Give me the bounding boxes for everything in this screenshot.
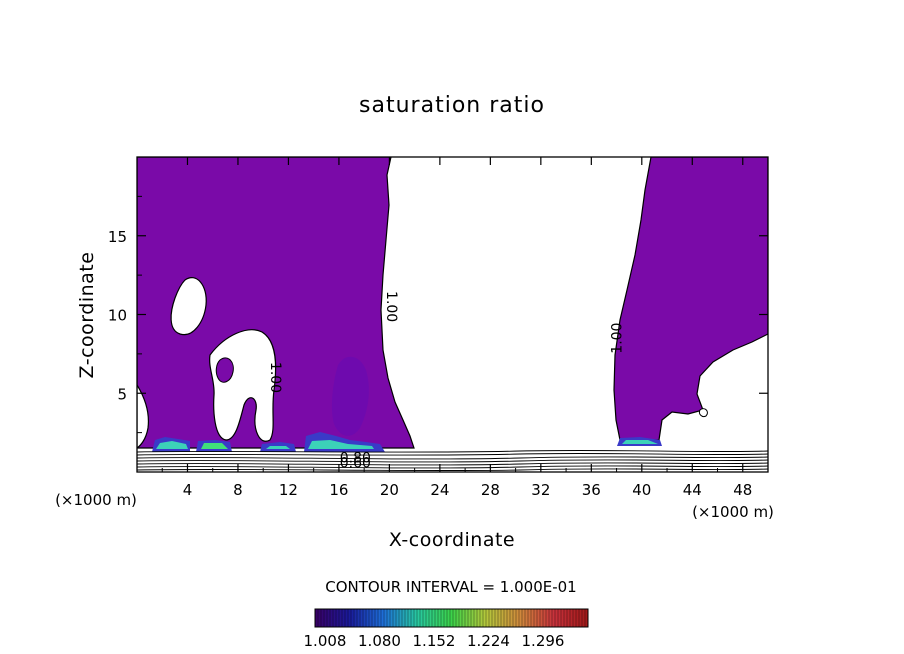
supersaturated-region-right — [613, 157, 768, 441]
y-tick-label: 15 — [108, 228, 127, 246]
contour-interval-text: CONTOUR INTERVAL = 1.000E-01 — [325, 578, 576, 596]
plot-area — [137, 157, 768, 472]
y-tick-label: 10 — [108, 307, 127, 325]
x-tick-label: 44 — [683, 481, 702, 499]
colorbar — [314, 608, 589, 628]
subsaturated-hole — [170, 277, 207, 336]
colorbar-gradient — [315, 609, 588, 627]
x-tick-label: 36 — [582, 481, 601, 499]
colorbar-label: 1.008 — [304, 632, 347, 650]
chart-title: saturation ratio — [359, 93, 545, 118]
subsaturated-hole — [699, 408, 708, 417]
x-tick-label: 48 — [733, 481, 752, 499]
colorbar-frame — [314, 608, 589, 628]
colorbar-labels: 1.008 1.080 1.152 1.224 1.296 — [304, 632, 565, 650]
x-unit-label-left: (×1000 m) — [55, 491, 137, 509]
x-tick-label: 32 — [531, 481, 550, 499]
y-axis-title: Z-coordinate — [76, 252, 98, 379]
darker-core — [331, 356, 369, 436]
contour-label: 0.60 — [340, 455, 371, 471]
x-axis: 4 8 12 16 20 24 28 32 36 40 44 48 — [161, 157, 752, 499]
colorbar-label: 1.224 — [467, 632, 510, 650]
x-axis-title: X-coordinate — [389, 529, 515, 551]
cloud-base-patches — [152, 432, 662, 452]
y-tick-label: 5 — [117, 385, 127, 403]
subsaturated-hole — [215, 357, 234, 383]
x-unit-label-right: (×1000 m) — [692, 503, 774, 521]
contour-labels: 1.00 1.00 1.00 0.800.60 — [267, 291, 626, 471]
colorbar-label: 1.152 — [413, 632, 456, 650]
x-tick-label: 40 — [632, 481, 651, 499]
x-tick-label: 28 — [481, 481, 500, 499]
x-tick-label: 8 — [233, 481, 243, 499]
x-tick-label: 16 — [329, 481, 348, 499]
x-tick-label: 20 — [380, 481, 399, 499]
surface-contours — [137, 449, 768, 472]
x-tick-label: 24 — [430, 481, 449, 499]
contour-label: 1.00 — [383, 291, 399, 322]
contour-label: 0.80 — [340, 451, 371, 467]
contour-label: 1.00 — [267, 362, 283, 393]
y-axis: 5 10 15 — [108, 195, 768, 434]
colorbar-label: 1.080 — [358, 632, 401, 650]
colorbar-label: 1.296 — [522, 632, 565, 650]
contour-label: 1.00 — [610, 323, 626, 354]
x-tick-label: 4 — [183, 481, 193, 499]
x-tick-label: 12 — [279, 481, 298, 499]
